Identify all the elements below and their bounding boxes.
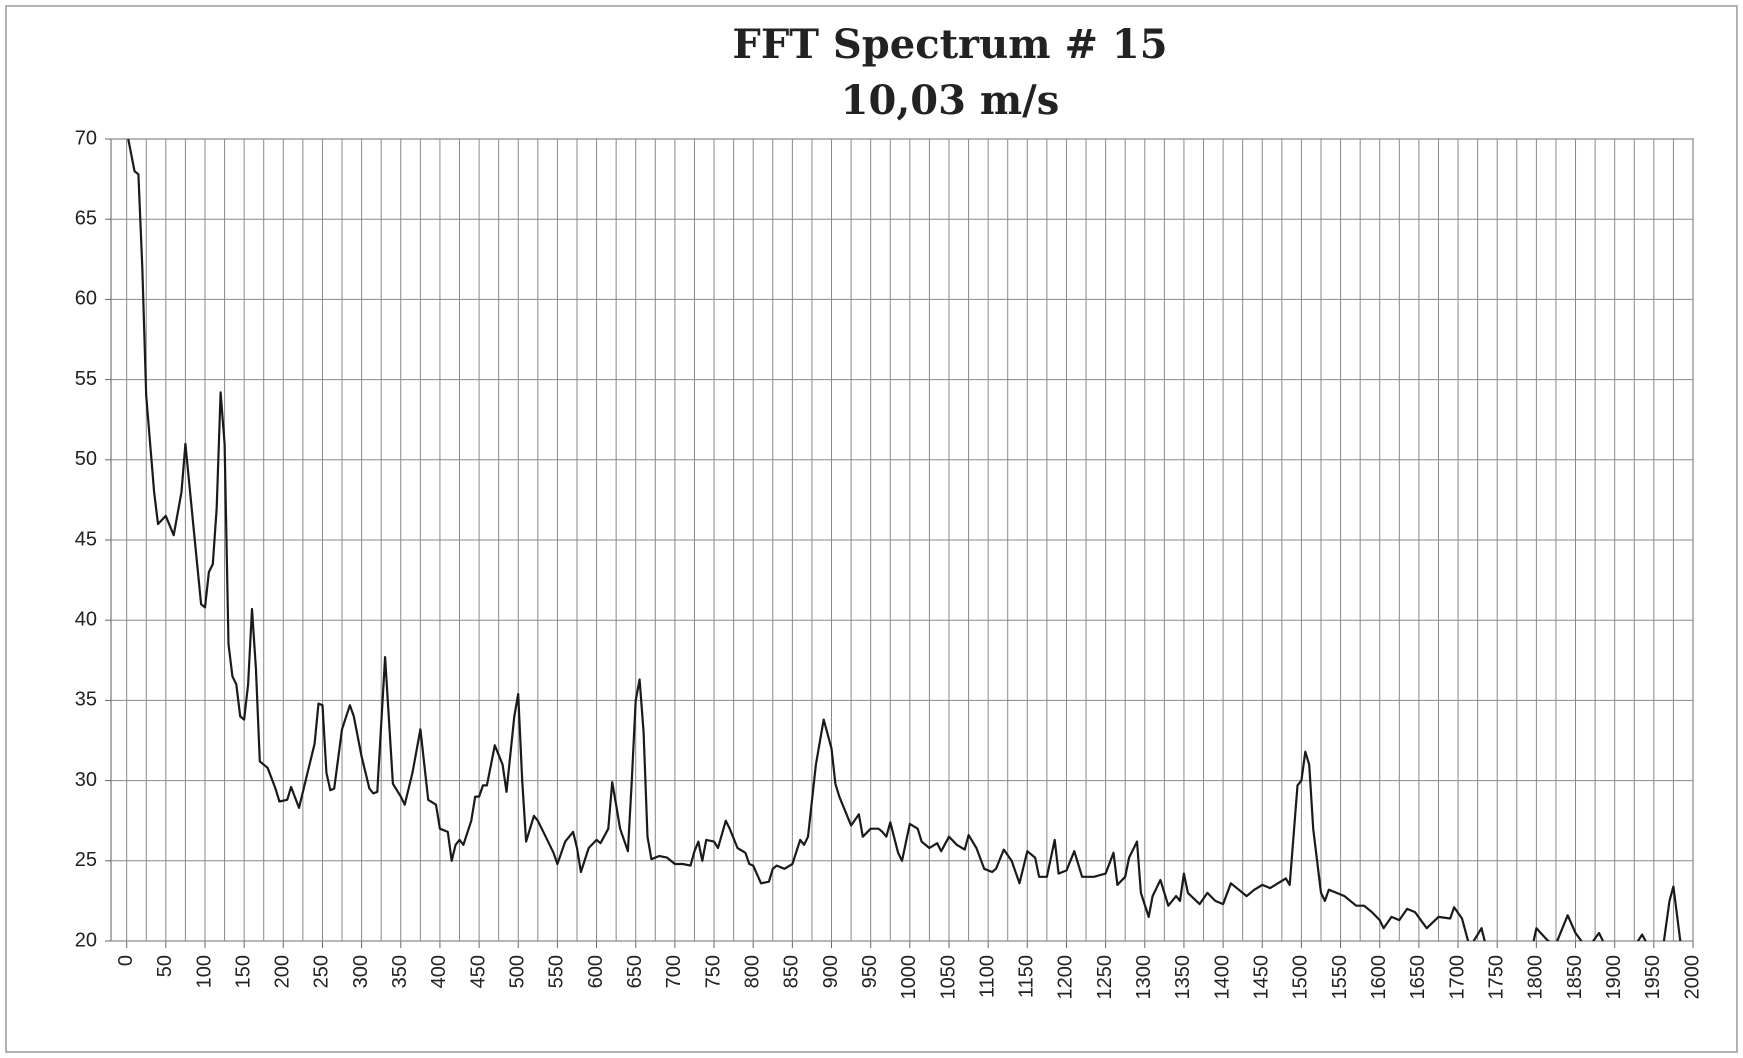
y-tick-label: 30 (75, 769, 97, 791)
x-tick-label: 1950 (1642, 955, 1664, 1000)
x-tick-label: 1800 (1525, 955, 1547, 1000)
x-tick-label: 500 (507, 955, 529, 988)
y-tick-label: 60 (75, 288, 97, 310)
y-tick-label: 20 (75, 929, 97, 951)
x-tick-label: 1000 (898, 955, 920, 1000)
x-tick-label: 450 (467, 955, 489, 988)
x-tick-label: 350 (389, 955, 411, 988)
x-tick-label: 950 (859, 955, 881, 988)
x-tick-label: 800 (741, 955, 763, 988)
x-tick-label: 1350 (1172, 955, 1194, 1000)
x-tick-label: 1550 (1329, 955, 1351, 1000)
x-tick-label: 900 (820, 955, 842, 988)
x-tick-label: 550 (546, 955, 568, 988)
x-tick-label: 400 (428, 955, 450, 988)
x-tick-label: 1450 (1251, 955, 1273, 1000)
x-tick-label: 1500 (1290, 955, 1312, 1000)
x-tick-label: 850 (781, 955, 803, 988)
x-tick-label: 1850 (1564, 955, 1586, 1000)
x-tick-label: 1700 (1446, 955, 1468, 1000)
x-tick-label: 1650 (1407, 955, 1429, 1000)
x-tick-label: 0 (115, 955, 137, 966)
x-tick-label: 1400 (1211, 955, 1233, 1000)
y-tick-label: 40 (75, 608, 97, 630)
x-tick-label: 1250 (1094, 955, 1116, 1000)
y-tick-label: 50 (75, 448, 97, 470)
x-tick-label: 1200 (1055, 955, 1077, 1000)
x-tick-label: 650 (624, 955, 646, 988)
x-tick-label: 1100 (976, 955, 998, 998)
x-tick-label: 50 (154, 955, 176, 977)
chart-title: FFT Spectrum # 15 (732, 21, 1167, 68)
x-tick-label: 150 (232, 955, 254, 988)
x-tick-label: 1150 (1016, 955, 1038, 998)
x-tick-label: 700 (663, 955, 685, 988)
x-tick-label: 100 (193, 955, 215, 988)
y-tick-label: 55 (75, 368, 97, 390)
chart-subtitle: 10,03 m/s (841, 77, 1060, 124)
x-tick-label: 1600 (1368, 955, 1390, 1000)
y-tick-label: 25 (75, 849, 97, 871)
x-tick-label: 600 (585, 955, 607, 988)
x-tick-label: 1050 (937, 955, 959, 1000)
y-tick-label: 45 (75, 528, 97, 550)
x-tick-label: 1300 (1133, 955, 1155, 1000)
x-tick-label: 1900 (1603, 955, 1625, 1000)
x-tick-label: 200 (272, 955, 294, 988)
x-tick-label: 2000 (1681, 955, 1703, 1000)
y-tick-label: 70 (75, 127, 97, 149)
x-tick-label: 300 (350, 955, 372, 988)
x-tick-label: 1750 (1485, 955, 1507, 1000)
x-tick-label: 750 (702, 955, 724, 988)
y-tick-label: 35 (75, 689, 97, 711)
spectrum-line (127, 139, 1682, 941)
x-tick-label: 250 (311, 955, 333, 988)
y-tick-label: 65 (75, 207, 97, 229)
